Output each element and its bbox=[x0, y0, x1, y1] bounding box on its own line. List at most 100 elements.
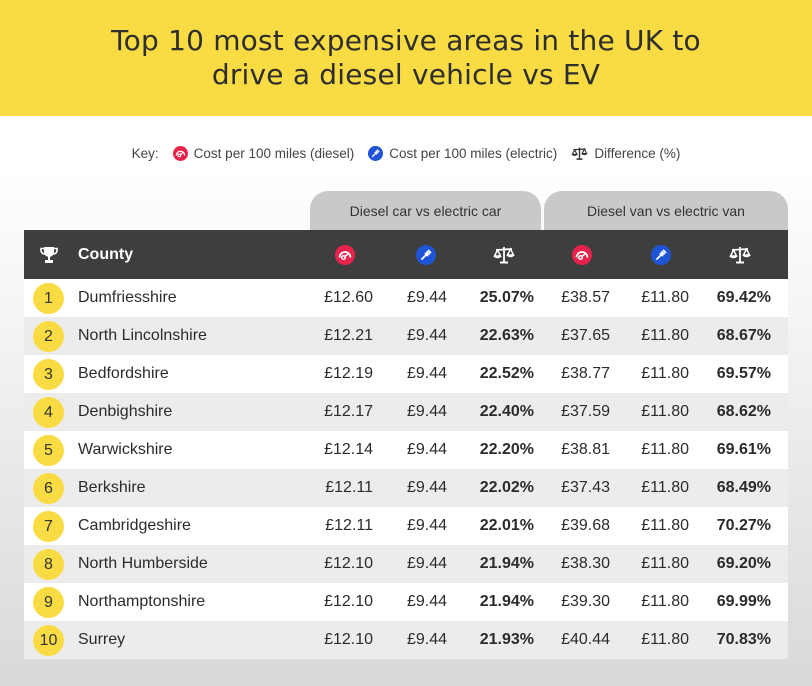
van-difference-cell: 69.99% bbox=[716, 593, 771, 610]
van-difference-cell: 68.49% bbox=[716, 479, 771, 496]
car-difference-cell: 22.52% bbox=[479, 365, 534, 382]
table-row: 9 Northamptonshire £12.10 £9.44 21.94% £39.30… bbox=[24, 583, 788, 621]
van-diesel-cost-cell: £38.77 bbox=[561, 365, 610, 382]
county-cell: Denbighshire bbox=[78, 403, 173, 420]
van-diesel-cost-cell: £39.68 bbox=[561, 517, 610, 534]
van-electric-cost-cell: £11.80 bbox=[641, 289, 689, 306]
car-difference-cell: 22.40% bbox=[479, 403, 534, 420]
county-column-header: County bbox=[78, 246, 134, 263]
car-difference-cell: 22.63% bbox=[479, 327, 534, 344]
county-cell: Bedfordshire bbox=[78, 365, 169, 382]
car-electric-cost-cell: £9.44 bbox=[406, 365, 447, 382]
car-difference-cell: 21.93% bbox=[479, 631, 534, 648]
legend-text-electric: Cost per 100 miles (electric) bbox=[389, 146, 558, 161]
van-difference-cell: 69.42% bbox=[716, 289, 771, 306]
data-table: County 1 Dumfriesshire £12.60 £9.44 25.07% £3… bbox=[24, 230, 788, 659]
rank-badge: 10 bbox=[33, 625, 64, 656]
legend-text-diesel: Cost per 100 miles (diesel) bbox=[193, 146, 355, 161]
car-electric-cost-cell: £9.44 bbox=[406, 555, 447, 572]
legend-label: Key: bbox=[131, 146, 159, 161]
car-electric-cost-cell: £9.44 bbox=[406, 631, 447, 648]
car-electric-cost-cell: £9.44 bbox=[406, 403, 447, 420]
van-diesel-cost-cell: £38.30 bbox=[561, 555, 610, 572]
rank-badge: 5 bbox=[33, 435, 64, 466]
van-difference-cell: 69.20% bbox=[716, 555, 771, 572]
ev-plug-icon bbox=[368, 146, 384, 161]
rank-badge: 1 bbox=[33, 283, 64, 314]
car-diesel-cost-cell: £12.19 bbox=[324, 365, 373, 382]
van-difference-cell: 70.27% bbox=[716, 517, 771, 534]
van-electric-cost-cell: £11.80 bbox=[641, 365, 689, 382]
van-diesel-cost-cell: £37.65 bbox=[561, 327, 610, 344]
van-diesel-cost-cell: £37.43 bbox=[561, 479, 610, 496]
rank-badge: 3 bbox=[33, 359, 64, 390]
car-electric-cost-cell: £9.44 bbox=[406, 289, 447, 306]
scales-icon bbox=[493, 245, 515, 265]
car-diesel-cost-cell: £12.10 bbox=[324, 593, 373, 610]
legend-item-diesel: Cost per 100 miles (diesel) bbox=[172, 146, 355, 161]
car-electric-cost-cell: £9.44 bbox=[406, 441, 447, 458]
county-cell: Cambridgeshire bbox=[78, 517, 191, 534]
car-difference-cell: 21.94% bbox=[479, 593, 534, 610]
table-body: 1 Dumfriesshire £12.60 £9.44 25.07% £38.57 £11… bbox=[24, 279, 788, 659]
car-electric-cost-cell: £9.44 bbox=[406, 593, 447, 610]
car-diesel-cost-cell: £12.17 bbox=[324, 403, 373, 420]
rank-badge: 8 bbox=[33, 549, 64, 580]
county-cell: Berkshire bbox=[78, 479, 146, 496]
table-row: 2 North Lincolnshire £12.21 £9.44 22.63% £37.… bbox=[24, 317, 788, 355]
table-row: 6 Berkshire £12.11 £9.44 22.02% £37.43 £11.80 6… bbox=[24, 469, 788, 507]
page-title: Top 10 most expensive areas in the UK to… bbox=[111, 24, 701, 91]
car-diesel-cost-cell: £12.21 bbox=[324, 327, 373, 344]
van-diesel-cost-cell: £37.59 bbox=[561, 403, 610, 420]
rank-badge: 7 bbox=[33, 511, 64, 542]
van-difference-cell: 68.62% bbox=[716, 403, 771, 420]
van-electric-cost-cell: £11.80 bbox=[641, 593, 689, 610]
car-diesel-cost-cell: £12.11 bbox=[325, 479, 373, 496]
county-cell: North Humberside bbox=[78, 555, 208, 572]
table-row: 4 Denbighshire £12.17 £9.44 22.40% £37.59 £11.… bbox=[24, 393, 788, 431]
van-electric-cost-cell: £11.80 bbox=[641, 441, 689, 458]
car-diesel-cost-cell: £12.10 bbox=[324, 631, 373, 648]
legend-item-electric: Cost per 100 miles (electric) bbox=[368, 146, 557, 161]
fuel-gauge-icon bbox=[572, 245, 592, 265]
table-row: 5 Warwickshire £12.14 £9.44 22.20% £38.81 £11.… bbox=[24, 431, 788, 469]
car-electric-cost-cell: £9.44 bbox=[406, 479, 447, 496]
scales-icon bbox=[571, 146, 588, 161]
title-banner: Top 10 most expensive areas in the UK to… bbox=[0, 0, 812, 116]
car-diesel-cost-cell: £12.11 bbox=[325, 517, 373, 534]
van-electric-cost-cell: £11.80 bbox=[641, 517, 689, 534]
van-diesel-cost-cell: £39.30 bbox=[561, 593, 610, 610]
ev-plug-icon bbox=[651, 245, 671, 265]
county-cell: Surrey bbox=[78, 631, 126, 648]
car-difference-cell: 22.20% bbox=[479, 441, 534, 458]
van-difference-cell: 70.83% bbox=[716, 631, 771, 648]
car-diesel-cost-cell: £12.14 bbox=[324, 441, 373, 458]
legend-item-difference: Difference (%) bbox=[571, 146, 680, 161]
county-cell: Warwickshire bbox=[78, 441, 173, 458]
county-cell: North Lincolnshire bbox=[78, 327, 207, 344]
van-difference-cell: 69.61% bbox=[716, 441, 771, 458]
van-difference-cell: 68.67% bbox=[716, 327, 771, 344]
county-cell: Dumfriesshire bbox=[78, 289, 177, 306]
table-row: 7 Cambridgeshire £12.11 £9.44 22.01% £39.68 £1… bbox=[24, 507, 788, 545]
car-difference-cell: 21.94% bbox=[479, 555, 534, 572]
fuel-gauge-icon bbox=[335, 245, 355, 265]
rank-badge: 9 bbox=[33, 587, 64, 618]
van-electric-cost-cell: £11.80 bbox=[641, 403, 689, 420]
group-header-van: Diesel van vs electric van bbox=[544, 191, 788, 231]
table-row: 8 North Humberside £12.10 £9.44 21.94% £38.30… bbox=[24, 545, 788, 583]
table-row: 1 Dumfriesshire £12.60 £9.44 25.07% £38.57 £11… bbox=[24, 279, 788, 317]
scales-icon bbox=[729, 245, 751, 265]
van-electric-cost-cell: £11.80 bbox=[641, 631, 689, 648]
car-difference-cell: 22.02% bbox=[479, 479, 534, 496]
legend-text-difference: Difference (%) bbox=[594, 146, 681, 161]
ev-plug-icon bbox=[416, 245, 436, 265]
table-row: 10 Surrey £12.10 £9.44 21.93% £40.44 £11.80 70.… bbox=[24, 621, 788, 659]
group-header-car: Diesel car vs electric car bbox=[310, 191, 541, 231]
rank-badge: 4 bbox=[33, 397, 64, 428]
county-cell: Northamptonshire bbox=[78, 593, 206, 610]
van-diesel-cost-cell: £40.44 bbox=[561, 631, 610, 648]
trophy-icon bbox=[39, 245, 59, 270]
van-diesel-cost-cell: £38.57 bbox=[561, 289, 610, 306]
column-groups: Diesel car vs electric car Diesel van vs… bbox=[0, 191, 812, 231]
